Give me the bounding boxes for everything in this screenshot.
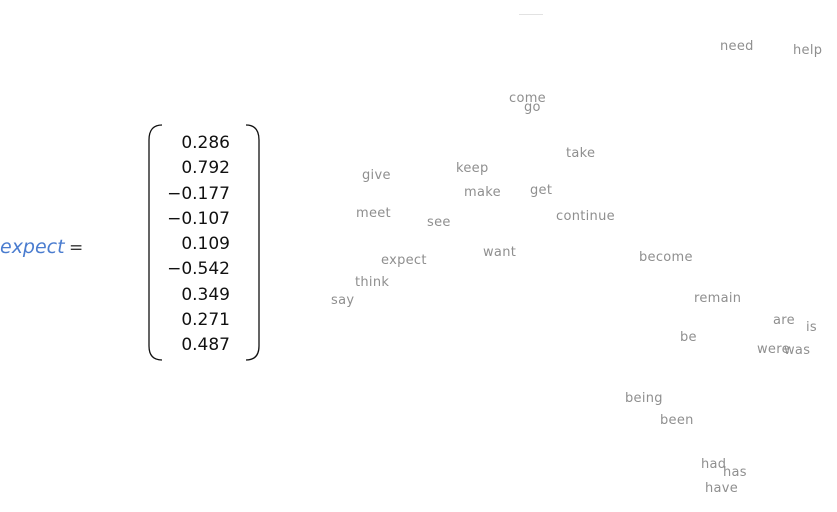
- word-say: say: [331, 293, 355, 308]
- word-remain: remain: [694, 291, 742, 306]
- word-give: give: [362, 168, 391, 183]
- vector-value: 0.792: [181, 158, 230, 179]
- word-think: think: [355, 275, 390, 290]
- word-get: get: [530, 183, 553, 198]
- word-continue: continue: [556, 209, 615, 224]
- word-are: are: [773, 313, 795, 328]
- vector-value: 0.349: [181, 284, 230, 305]
- word-had: had: [701, 457, 727, 472]
- word-be: be: [680, 330, 697, 345]
- word-have: have: [705, 481, 739, 496]
- word-keep: keep: [456, 161, 489, 176]
- embedding-vector: 0.286 0.792 −0.177 −0.107 0.109 −0.542 0.349 0.…: [160, 131, 230, 359]
- vector-value: −0.177: [167, 183, 230, 204]
- decorative-line: [519, 14, 543, 15]
- vector-value: 0.271: [181, 310, 230, 331]
- word-being: being: [625, 391, 663, 406]
- word-take: take: [566, 146, 596, 161]
- word-go: go: [524, 100, 541, 115]
- equation-word: expect: [0, 236, 65, 258]
- vector-brackets: [148, 124, 260, 361]
- word-has: has: [723, 465, 747, 480]
- word-come: come: [509, 91, 546, 106]
- vector-value: −0.107: [167, 208, 230, 229]
- word-need: need: [720, 39, 754, 54]
- word-were: were: [757, 342, 790, 357]
- word-been: been: [660, 413, 694, 428]
- equals-sign: =: [69, 238, 84, 258]
- word-see: see: [427, 215, 451, 230]
- vector-value: 0.487: [181, 335, 230, 356]
- vector-value: 0.286: [181, 133, 230, 153]
- word-make: make: [464, 185, 501, 200]
- word-expect: expect: [381, 253, 427, 268]
- word-meet: meet: [356, 206, 391, 221]
- vector-value: −0.542: [167, 259, 230, 280]
- word-is: is: [806, 320, 817, 335]
- vector-value: 0.109: [181, 234, 230, 255]
- word-want: want: [483, 245, 517, 260]
- word-become: become: [639, 250, 693, 265]
- word-help: help: [793, 43, 823, 58]
- word-was: was: [784, 343, 811, 358]
